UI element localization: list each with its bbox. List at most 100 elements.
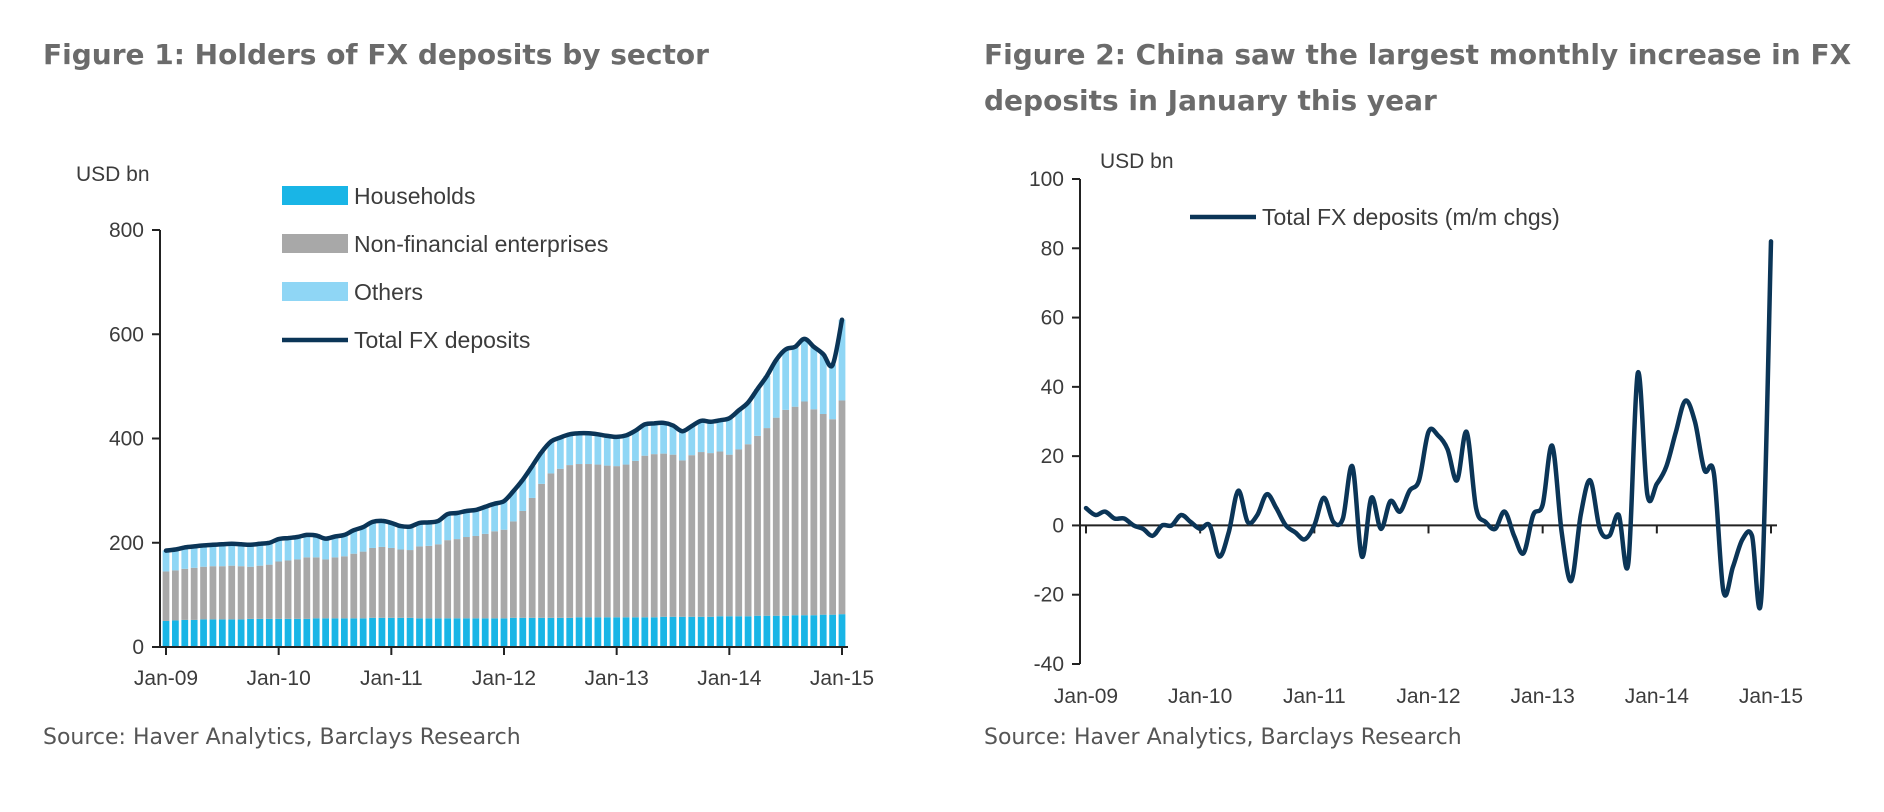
bar-non-financial (650, 454, 658, 618)
bar-households (481, 618, 489, 647)
bar-households (613, 617, 621, 647)
y-tick-label: 100 (1029, 168, 1064, 191)
bar-households (838, 614, 846, 647)
bar-others (556, 437, 564, 469)
bar-others (838, 319, 846, 401)
figure-2-chart: USD bn -40 -20 0 20 40 60 80 100 Jan-09 Jan-10 Jan… (1029, 150, 1803, 708)
figure-2-legend: Total FX deposits (m/m chgs) (1190, 204, 1560, 230)
bar-others (679, 431, 686, 461)
bar-non-financial (556, 468, 564, 618)
bar-non-financial (209, 566, 217, 620)
bar-non-financial (237, 566, 245, 620)
bar-households (585, 617, 592, 647)
bar-households (528, 617, 536, 647)
x-tick-label: Jan-11 (360, 667, 423, 690)
y-tick-label: 20 (1041, 445, 1064, 468)
bar-households (228, 619, 236, 647)
bar-households (556, 617, 564, 647)
x-tick-label: Jan-09 (134, 667, 198, 690)
bar-households (416, 618, 423, 647)
bar-others (463, 510, 470, 538)
bar-households (341, 618, 348, 647)
bar-others (387, 522, 395, 548)
y-tick-label: 40 (1041, 376, 1064, 399)
bar-households (453, 618, 461, 647)
bar-non-financial (425, 545, 433, 619)
bar-non-financial (463, 537, 470, 619)
y-tick-label: 400 (109, 428, 144, 451)
legend-label: Non-financial enterprises (354, 231, 608, 257)
bar-households (218, 619, 226, 647)
bar-non-financial (613, 466, 621, 618)
bar-others (341, 534, 348, 557)
total-fx-deposits-line (163, 317, 845, 553)
bar-non-financial (453, 539, 461, 619)
bar-others (350, 530, 358, 554)
bar-households (575, 617, 583, 647)
bar-others (425, 522, 433, 546)
bar-non-financial (303, 557, 311, 619)
bar-households (744, 616, 752, 647)
bar-others (172, 549, 179, 571)
bar-households (434, 618, 442, 647)
bar-non-financial (838, 400, 846, 615)
bar-households (444, 618, 452, 647)
bar-non-financial (172, 570, 179, 621)
bar-others (566, 434, 574, 466)
legend-swatch-households (282, 186, 348, 205)
bar-others (547, 441, 555, 474)
x-tick-label: Jan-13 (585, 667, 649, 690)
bar-households (566, 617, 574, 647)
x-tick-label: Jan-12 (472, 667, 536, 690)
legend-swatch-non-financial (282, 234, 348, 253)
bar-others (632, 430, 639, 461)
x-tick-label: Jan-10 (1168, 685, 1232, 708)
bar-others (200, 545, 207, 567)
bar-households (801, 615, 808, 647)
bar-others (791, 346, 799, 407)
bar-households (697, 616, 705, 647)
figure-2-source: Source: Haver Analytics, Barclays Resear… (984, 725, 1462, 750)
bar-households (247, 618, 254, 647)
bar-non-financial (585, 464, 592, 618)
bar-others (622, 435, 630, 465)
bar-non-financial (491, 531, 498, 619)
figure-2-axes: -40 -20 0 20 40 60 80 100 Jan-09 Jan-10 Jan-11 Jan-… (1029, 168, 1803, 708)
bar-non-financial (406, 550, 414, 618)
bar-non-financial (528, 497, 536, 618)
bar-others (613, 436, 621, 467)
bar-households (350, 618, 358, 647)
bar-others (275, 539, 283, 562)
bar-households (688, 616, 696, 647)
bar-households (294, 618, 301, 647)
bar-households (397, 617, 405, 647)
bar-non-financial (275, 561, 283, 619)
bar-others (359, 527, 367, 552)
bar-non-financial (472, 535, 480, 619)
legend-label: Total FX deposits (m/m chgs) (1262, 204, 1560, 230)
bar-households (707, 616, 714, 647)
figure-1-title: Figure 1: Holders of FX deposits by sect… (43, 38, 709, 71)
bar-non-financial (688, 455, 696, 617)
figure-2-change-line (1083, 239, 1774, 611)
y-tick-label: 200 (109, 532, 144, 555)
figure-2-title: Figure 2: China saw the largest monthly … (984, 38, 1852, 117)
bar-non-financial (594, 464, 602, 618)
bar-non-financial (603, 465, 611, 618)
bar-others (481, 506, 489, 534)
bar-non-financial (519, 510, 527, 618)
x-tick-label: Jan-09 (1054, 685, 1118, 708)
bar-households (603, 617, 611, 647)
bar-non-financial (228, 565, 236, 620)
bar-households (510, 617, 517, 647)
bar-non-financial (444, 540, 452, 619)
bar-others (603, 435, 611, 466)
bar-non-financial (284, 560, 292, 619)
bar-households (406, 617, 414, 647)
bar-others (209, 544, 217, 567)
bar-others (256, 543, 264, 566)
y-tick-label: -20 (1034, 584, 1064, 607)
bar-non-financial (622, 464, 630, 618)
bar-others (294, 537, 301, 560)
bar-others (453, 513, 461, 540)
